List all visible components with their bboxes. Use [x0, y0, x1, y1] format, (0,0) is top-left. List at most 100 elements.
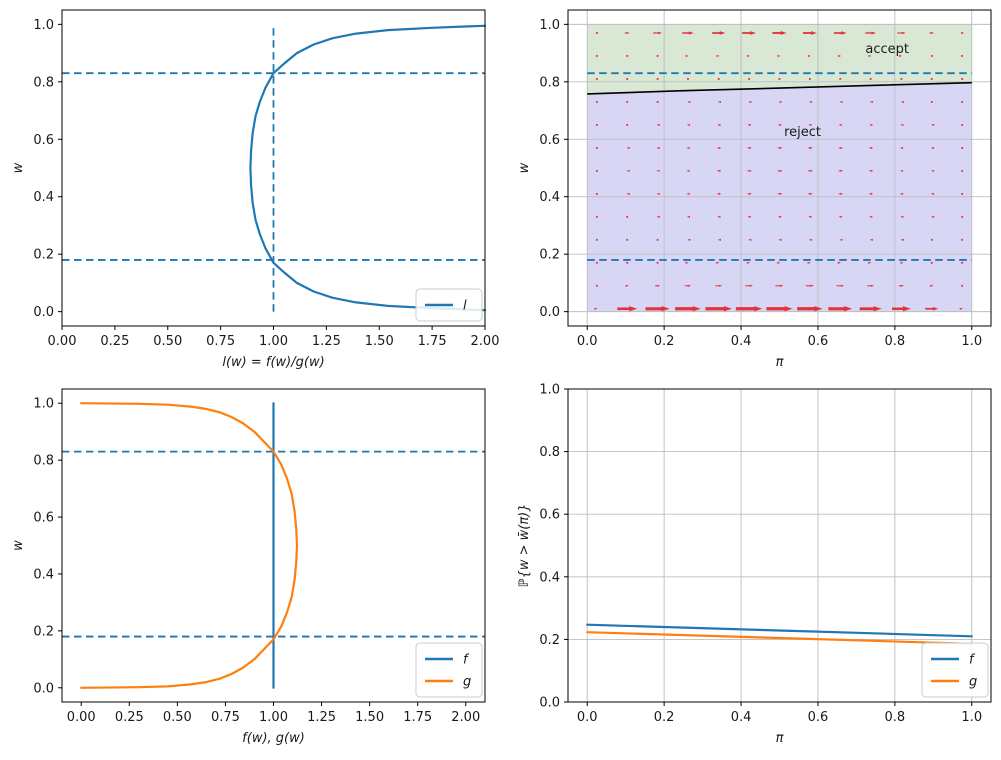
quiver-arrow — [961, 55, 964, 57]
quiver-arrowhead — [629, 306, 638, 312]
axes-frame — [567, 9, 992, 327]
x-tick-label: 1.25 — [307, 710, 336, 725]
quiver-arrowhead — [807, 192, 811, 195]
quiver-arrowhead — [686, 192, 690, 195]
quiver-arrowhead — [747, 215, 751, 218]
grid — [568, 388, 991, 703]
quiver-arrowhead — [749, 284, 753, 287]
quiver-arrowhead — [931, 123, 935, 126]
y-tick-label: 0.2 — [33, 624, 54, 639]
quiver-arrowhead — [780, 284, 784, 287]
quiver-arrowhead — [807, 54, 812, 58]
quiver-arrowhead — [959, 307, 963, 310]
quiver-arrowhead — [780, 31, 787, 35]
legend-label: g — [969, 675, 977, 690]
quiver-arrowhead — [808, 238, 812, 241]
quiver-arrow — [595, 146, 598, 149]
quiver-arrowhead — [839, 100, 843, 103]
quiver-arrowhead — [594, 307, 598, 310]
quiver-arrowhead — [841, 31, 847, 35]
quiver-arrow — [626, 238, 629, 241]
y-tick-label: 0.0 — [33, 305, 54, 320]
annotation-reject: reject — [784, 125, 821, 140]
quiver-arrowhead — [932, 306, 939, 311]
quiver-arrowhead — [746, 261, 751, 264]
quiver-arrowhead — [869, 100, 873, 103]
x-tick-label: 1.75 — [418, 334, 447, 349]
quiver-arrowhead — [686, 215, 691, 218]
quiver-arrowhead — [777, 192, 781, 195]
quiver-arrow — [656, 55, 659, 57]
quiver-arrowhead — [658, 31, 663, 35]
quiver-arrowhead — [839, 238, 843, 241]
x-axis-label: π — [776, 355, 784, 370]
quiver-arrowhead — [625, 284, 629, 287]
x-axis-label: π — [776, 731, 784, 746]
legend-label: g — [463, 675, 471, 690]
quiver-arrowhead — [716, 192, 721, 195]
y-tick-label: 0.8 — [33, 454, 54, 469]
subplot-exceedance-probability: 0.0 0.2 0.4 0.6 0.8 1.0 0.0 0.2 0.4 0.6 0.8 1.0 π ℙ{w… — [517, 383, 992, 746]
quiver-arrow — [656, 238, 659, 241]
quiver-arrow — [930, 55, 933, 57]
quiver-arrowhead — [900, 284, 905, 287]
quiver-arrowhead — [719, 284, 723, 287]
y-tick-label: 0.6 — [33, 133, 54, 148]
quiver-arrow — [595, 55, 598, 57]
quiver-arrowhead — [902, 306, 911, 312]
quiver-arrowhead — [900, 238, 904, 241]
series-l-line — [249, 24, 487, 312]
quiver-arrowhead — [716, 169, 720, 172]
quiver-arrow — [656, 261, 659, 264]
y-tick-label: 1.0 — [539, 383, 560, 398]
y-tick-label: 0.8 — [539, 75, 560, 90]
quiver-arrowhead — [807, 146, 811, 149]
quiver-arrow — [626, 124, 629, 126]
quiver-arrow — [961, 146, 964, 149]
series-g-line — [80, 402, 299, 689]
quiver-arrowhead — [868, 192, 872, 195]
quiver-arrow — [626, 55, 629, 57]
quiver-arrow — [626, 261, 629, 264]
quiver-arrowhead — [778, 100, 782, 103]
quiver-arrow — [961, 215, 964, 218]
x-tick-label: 0.00 — [67, 710, 96, 725]
x-tick-label: 2.00 — [451, 710, 480, 725]
quiver-arrowhead — [840, 284, 845, 287]
quiver-arrowhead — [777, 123, 781, 126]
legend: fg — [415, 642, 483, 698]
quiver-arrowhead — [868, 146, 872, 149]
quiver-arrow — [900, 78, 903, 80]
quiver-arrowhead — [899, 192, 904, 195]
quiver-arrowhead — [931, 215, 935, 218]
quiver-arrowhead — [808, 100, 812, 103]
quiver-arrowhead — [777, 261, 781, 264]
quiver-arrowhead — [837, 169, 842, 172]
x-tick-label: 1.00 — [259, 710, 288, 725]
quiver-arrowhead — [808, 123, 812, 126]
quiver-arrowhead — [692, 306, 701, 312]
quiver-arrowhead — [837, 261, 842, 264]
quiver-arrow — [687, 78, 689, 80]
quiver-arrowhead — [626, 192, 630, 195]
quiver-arrowhead — [685, 54, 689, 58]
y-axis-label: w — [11, 540, 26, 551]
quiver-arrow — [930, 261, 933, 264]
quiver-arrowhead — [686, 146, 690, 149]
quiver-arrow — [595, 284, 598, 287]
y-tick-label: 1.0 — [33, 18, 54, 33]
quiver-arrowhead — [661, 306, 670, 312]
quiver-arrow — [961, 78, 964, 80]
quiver-arrowhead — [754, 306, 763, 312]
legend-box — [921, 642, 989, 698]
y-tick-label: 1.0 — [539, 18, 560, 33]
quiver-arrowhead — [717, 123, 721, 126]
quiver-arrowhead — [873, 306, 882, 312]
quiver-arrowhead — [838, 146, 842, 149]
quiver-arrow — [961, 261, 964, 264]
quiver-arrowhead — [716, 261, 720, 264]
quiver-arrowhead — [626, 169, 630, 172]
quiver-arrowhead — [844, 306, 853, 312]
legend-label: f — [969, 653, 976, 668]
